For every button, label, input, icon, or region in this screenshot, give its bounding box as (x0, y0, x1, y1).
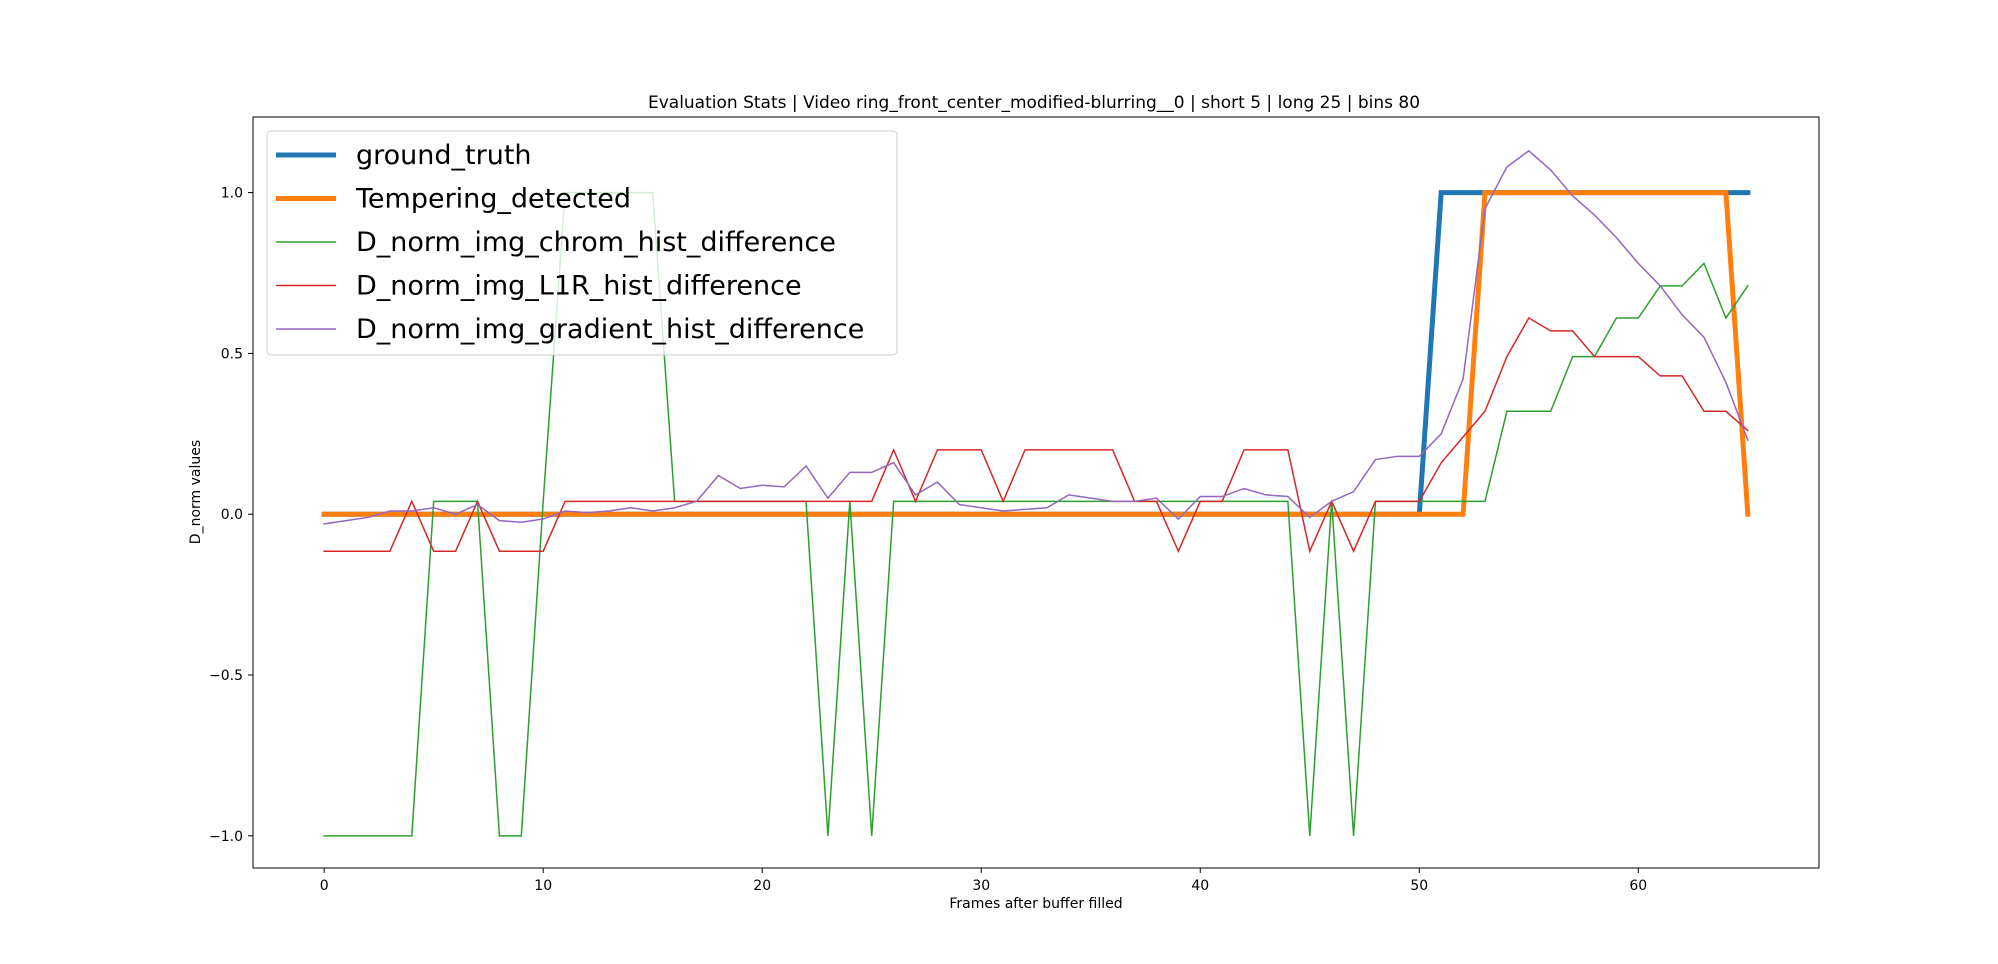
legend-label: D_norm_img_L1R_hist_difference (356, 271, 802, 302)
chart-title: Evaluation Stats | Video ring_front_cent… (648, 93, 1420, 113)
series-line-d-norm-img-l1r-hist-difference (323, 316, 1749, 554)
y-tick-label: 0.0 (221, 507, 243, 523)
legend-label: Tempering_detected (355, 184, 631, 215)
x-tick-label: 40 (1191, 878, 1209, 894)
x-axis-ticks: 0 10 20 30 40 50 60 (320, 868, 1647, 894)
x-tick-label: 10 (534, 878, 552, 894)
y-axis-label: D_norm values (188, 440, 204, 544)
series-layer (321, 149, 1751, 837)
x-tick-label: 60 (1629, 878, 1647, 894)
legend-box (266, 130, 898, 356)
x-axis-label: Frames after buffer filled (949, 896, 1122, 912)
legend-label: ground_truth (356, 140, 532, 171)
series-line-d-norm-img-gradient-hist-difference (323, 149, 1749, 525)
axes-border (252, 116, 1820, 869)
y-tick-label: −0.5 (209, 668, 243, 684)
y-tick-label: 1.0 (221, 186, 243, 202)
y-tick-label: −1.0 (209, 829, 243, 845)
legend: ground_truth Tempering_detected D_norm_img… (266, 130, 898, 356)
x-tick-label: 0 (320, 878, 329, 894)
y-axis-ticks: −1.0 −0.5 0.0 0.5 1.0 (209, 186, 253, 845)
legend-label: D_norm_img_gradient_hist_difference (356, 314, 864, 345)
x-tick-label: 30 (972, 878, 990, 894)
y-tick-label: 0.5 (221, 346, 243, 362)
x-tick-label: 20 (753, 878, 771, 894)
legend-entries: ground_truth Tempering_detected D_norm_img… (276, 140, 864, 345)
x-tick-label: 50 (1410, 878, 1428, 894)
series-line-tempering-detected (321, 190, 1751, 517)
legend-label: D_norm_img_chrom_hist_difference (356, 227, 836, 258)
